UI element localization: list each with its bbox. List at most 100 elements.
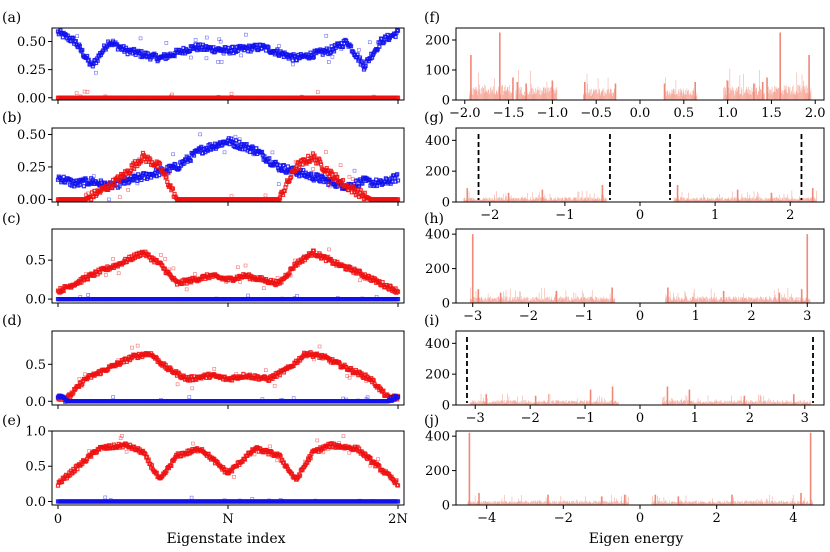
histogram-peak [551, 80, 554, 100]
histogram-bar [486, 91, 488, 100]
series-blue [55, 495, 401, 504]
histogram-peak [470, 55, 472, 100]
histogram-bar [598, 90, 600, 100]
outlier-point [163, 257, 167, 261]
outlier-point [341, 95, 346, 100]
outlier-point [82, 89, 87, 94]
y-tick-label: 0.0 [25, 395, 46, 410]
histogram-bar [696, 95, 697, 100]
histogram-bar [549, 90, 551, 100]
data-point [363, 63, 368, 69]
histogram-bar [477, 89, 479, 100]
outlier-point [190, 386, 195, 391]
data-point [311, 54, 316, 60]
histogram-bar [601, 91, 603, 100]
histogram-bar [491, 91, 492, 100]
histogram-bar [530, 83, 532, 100]
outlier-point [352, 168, 357, 173]
histogram-bar [548, 92, 549, 100]
histogram-bar [485, 89, 487, 100]
histogram-bar [752, 91, 753, 100]
histogram-bar [508, 90, 509, 100]
series-red [55, 89, 401, 100]
histogram-bar [537, 89, 538, 100]
histogram-bar [501, 85, 503, 100]
outlier-point [117, 195, 122, 199]
histogram-bar [469, 95, 470, 100]
histogram-bar [748, 89, 750, 100]
histogram-bar [537, 86, 539, 100]
data-point [123, 45, 129, 50]
outlier-point [376, 457, 380, 461]
histogram-bar [542, 87, 544, 100]
data-point [395, 28, 401, 33]
histogram-bar [681, 90, 682, 100]
histogram-bar [475, 87, 477, 100]
histogram-bar [750, 90, 751, 100]
histogram-bar [725, 94, 727, 100]
histogram-bar [696, 93, 698, 100]
histogram-bar [528, 93, 529, 100]
outlier-point [235, 265, 240, 270]
data-point [237, 139, 242, 144]
outlier-point [169, 94, 173, 99]
data-point [167, 168, 172, 174]
outlier-point [111, 38, 115, 43]
histogram-bar [724, 90, 726, 100]
histogram-bar [494, 93, 496, 100]
histogram-bar [734, 95, 735, 100]
histogram-bar [592, 93, 594, 100]
histogram-bar [521, 93, 523, 100]
histogram-bar [587, 83, 588, 100]
series-blue [55, 393, 401, 404]
data-point [377, 44, 382, 49]
data-point [382, 39, 387, 44]
histogram-bar [554, 90, 556, 100]
series-red [55, 343, 401, 402]
histogram-bar [473, 87, 474, 100]
histogram-bar [611, 89, 613, 100]
data-point [187, 48, 193, 54]
histogram-bar [483, 88, 484, 100]
histogram-bar [522, 95, 524, 100]
histogram-bar [609, 89, 611, 100]
outlier-point [365, 395, 370, 400]
histogram-bar [731, 89, 732, 100]
panel-label: (d) [2, 313, 22, 329]
panel-label: (a) [2, 10, 21, 26]
histogram-bar [488, 89, 489, 100]
outlier-point [189, 495, 194, 500]
histogram-bar [531, 88, 532, 100]
histogram-bar [743, 73, 744, 100]
histogram-bar [678, 88, 680, 100]
outlier-point [86, 293, 90, 297]
histogram-bar [604, 95, 605, 100]
histogram-bar [737, 88, 739, 100]
data-point [86, 57, 91, 62]
histogram-bar [523, 95, 525, 100]
outlier-point [171, 266, 176, 271]
histogram-bar [536, 93, 537, 100]
histogram-bar [482, 86, 483, 100]
outlier-point [198, 132, 202, 137]
outlier-point [291, 396, 296, 400]
histogram-bar [528, 94, 530, 100]
histogram-bar [602, 90, 604, 100]
data-point [157, 173, 162, 178]
histogram-bar [682, 88, 684, 100]
histogram-bar [497, 92, 499, 100]
x-tick-label: 0 [54, 512, 62, 527]
histogram-bar [730, 90, 731, 100]
outlier-point [219, 60, 224, 64]
histogram-bar [746, 86, 747, 100]
outlier-point [291, 62, 295, 67]
histogram-bar [485, 91, 487, 100]
outlier-point [261, 286, 266, 291]
histogram-bar [609, 92, 610, 100]
histogram-bar [472, 94, 473, 100]
histogram-peak [512, 77, 514, 100]
histogram-bar [548, 87, 550, 100]
histogram-bar [683, 91, 685, 100]
histogram-bar [543, 87, 545, 100]
outlier-point [324, 33, 329, 38]
